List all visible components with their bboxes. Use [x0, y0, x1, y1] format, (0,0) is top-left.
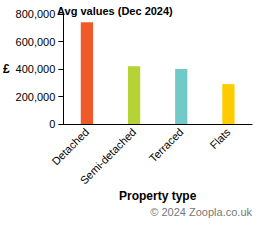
svg-text:400,000: 400,000	[16, 63, 56, 75]
svg-text:800,000: 800,000	[16, 8, 56, 20]
svg-text:Property type: Property type	[119, 189, 197, 203]
svg-text:Semi-detached: Semi-detached	[78, 126, 139, 187]
svg-text:Flats: Flats	[207, 125, 233, 151]
svg-text:Detached: Detached	[49, 126, 91, 168]
svg-text:600,000: 600,000	[16, 36, 56, 48]
svg-text:200,000: 200,000	[16, 91, 56, 103]
svg-text:Avg values (Dec 2024): Avg values (Dec 2024)	[57, 5, 173, 17]
svg-text:© 2024 Zoopla.co.uk: © 2024 Zoopla.co.uk	[150, 206, 252, 218]
svg-text:Terraced: Terraced	[147, 126, 186, 165]
svg-text:£: £	[3, 62, 10, 76]
svg-text:0: 0	[49, 118, 55, 130]
